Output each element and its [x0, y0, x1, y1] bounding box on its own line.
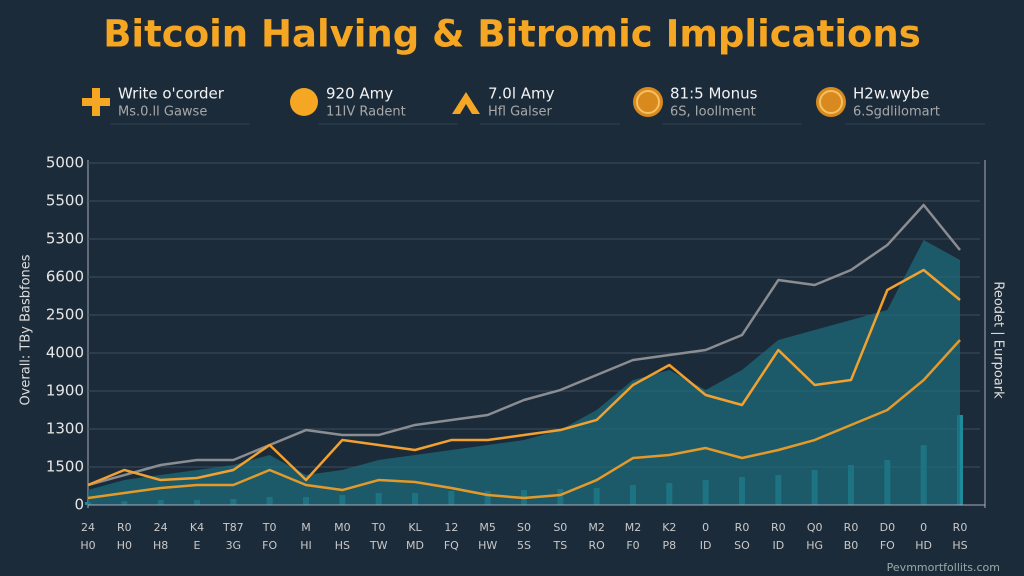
x-tick-label: T87	[222, 521, 244, 534]
y-tick-label: 5300	[46, 230, 84, 248]
x-tick-label: R0	[117, 521, 132, 534]
x-tick-sublabel: RO	[589, 539, 606, 552]
y2-axis-label: Reodet | Eurpoark	[991, 281, 1006, 399]
x-tick-label: 0	[920, 521, 927, 534]
x-tick-sublabel: HD	[915, 539, 932, 552]
x-tick-sublabel: HS	[335, 539, 350, 552]
x-tick-label: 24	[81, 521, 95, 534]
legend-label: Write o'corder	[118, 85, 225, 103]
x-tick-sublabel: ID	[700, 539, 712, 552]
x-tick-sublabel: SO	[734, 539, 750, 552]
y-tick-label: 0	[74, 496, 84, 514]
x-tick-label: R0	[844, 521, 859, 534]
legend-sublabel: Hfl Galser	[488, 105, 553, 120]
x-tick-sublabel: B0	[844, 539, 859, 552]
y-tick-label: 5500	[46, 192, 84, 210]
x-tick-label: S0	[517, 521, 531, 534]
y-tick-label: 5000	[46, 154, 84, 172]
x-tick-label: R0	[735, 521, 750, 534]
legend-icon	[819, 90, 843, 114]
x-tick-label: KL	[408, 521, 422, 534]
x-tick-sublabel: P8	[663, 539, 677, 552]
x-tick-label: M	[301, 521, 311, 534]
x-tick-sublabel: 5S	[517, 539, 531, 552]
x-tick-label: R0	[953, 521, 968, 534]
x-tick-sublabel: H8	[153, 539, 168, 552]
y-tick-label: 1900	[46, 382, 84, 400]
legend-sublabel: 6S, Ioollment	[670, 105, 756, 120]
y-tick-label: 1500	[46, 458, 84, 476]
x-tick-label: 12	[444, 521, 458, 534]
x-tick-sublabel: FO	[262, 539, 277, 552]
legend-icon	[92, 88, 100, 116]
x-tick-label: 0	[702, 521, 709, 534]
y-axis-label: Overall: TBy Basbfones	[19, 254, 34, 405]
x-tick-label: 24	[154, 521, 168, 534]
legend-label: 7.0l Amy	[488, 85, 555, 103]
legend-icon	[452, 92, 480, 114]
legend-icon	[636, 90, 660, 114]
x-tick-label: R0	[771, 521, 786, 534]
x-tick-sublabel: HS	[952, 539, 967, 552]
legend-sublabel: Ms.0.ll Gawse	[118, 105, 207, 120]
x-tick-sublabel: H0	[80, 539, 95, 552]
x-tick-label: M2	[625, 521, 642, 534]
x-tick-sublabel: HI	[300, 539, 312, 552]
y-tick-label: 1300	[46, 420, 84, 438]
x-tick-sublabel: TW	[369, 539, 388, 552]
line	[87, 268, 961, 487]
x-tick-label: K2	[662, 521, 676, 534]
x-tick-label: M0	[334, 521, 351, 534]
y-tick-label: 6600	[46, 268, 84, 286]
legend-icon	[290, 88, 318, 116]
x-tick-label: Q0	[807, 521, 823, 534]
x-tick-sublabel: FO	[880, 539, 895, 552]
x-tick-sublabel: H0	[117, 539, 132, 552]
legend-label: H2w.wybe	[853, 85, 929, 103]
line	[87, 339, 961, 500]
x-tick-label: T0	[371, 521, 386, 534]
x-tick-sublabel: 3G	[226, 539, 242, 552]
x-tick-sublabel: MD	[406, 539, 424, 552]
credit: Pevmmortfollits.com	[887, 561, 1000, 574]
x-tick-label: K4	[190, 521, 204, 534]
legend-label: 920 Amy	[326, 85, 393, 103]
x-tick-sublabel: ID	[772, 539, 784, 552]
y-tick-label: 4000	[46, 344, 84, 362]
y-tick-label: 2500	[46, 306, 84, 324]
legend-sublabel: 6.Sgdlilomart	[853, 105, 940, 120]
legend-sublabel: 11IV Radent	[326, 105, 406, 120]
x-tick-label: S0	[553, 521, 567, 534]
x-tick-label: M5	[479, 521, 496, 534]
x-tick-sublabel: E	[194, 539, 201, 552]
x-tick-sublabel: HG	[806, 539, 823, 552]
x-tick-label: M2	[588, 521, 605, 534]
line	[87, 203, 961, 487]
legend-label: 81:5 Monus	[670, 85, 758, 103]
x-tick-label: D0	[880, 521, 895, 534]
x-tick-label: T0	[262, 521, 277, 534]
x-tick-sublabel: F0	[626, 539, 639, 552]
x-tick-sublabel: TS	[552, 539, 567, 552]
area	[88, 240, 960, 505]
chart-title: Bitcoin Halving & Bitromic Implications	[103, 13, 921, 56]
x-tick-sublabel: HW	[478, 539, 497, 552]
x-tick-sublabel: FQ	[444, 539, 459, 552]
